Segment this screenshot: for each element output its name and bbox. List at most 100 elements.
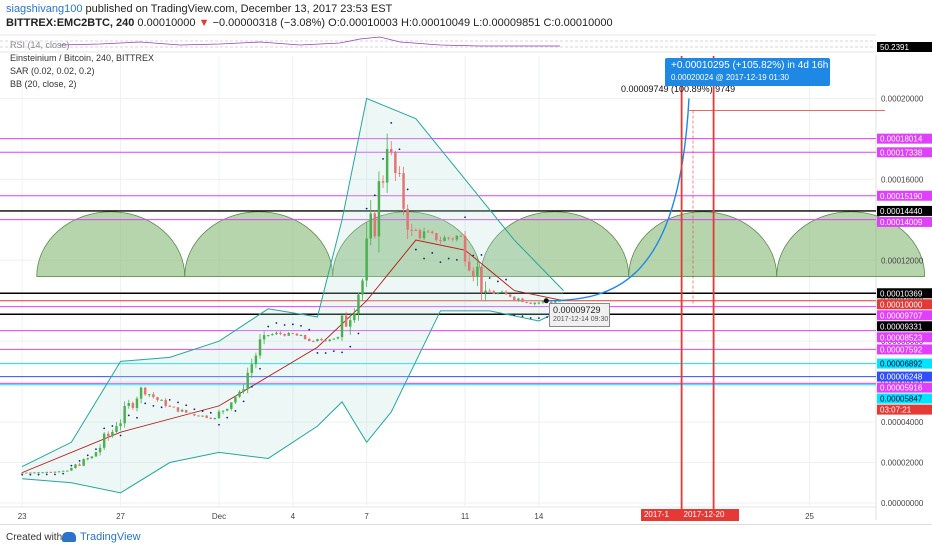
sar-dot — [250, 385, 253, 388]
candle-body — [262, 335, 266, 340]
sar-dot — [447, 257, 450, 260]
candle-body — [455, 235, 459, 240]
candle-body — [398, 172, 401, 174]
level-label: 0.00014009 — [880, 218, 923, 227]
sar-dot — [201, 410, 204, 413]
candle-body — [357, 294, 360, 314]
candle-body — [176, 407, 180, 412]
sar-dot — [21, 473, 24, 476]
candle-body — [283, 334, 286, 336]
sar-dot — [480, 254, 483, 256]
candle-body — [431, 231, 434, 234]
time-tick-label: 25 — [805, 512, 814, 521]
sar-dot — [242, 400, 245, 403]
parabolic-sar — [21, 122, 557, 476]
candle-body — [418, 230, 422, 239]
sar-dot — [168, 398, 171, 401]
resistance-arc — [184, 211, 334, 277]
candle-body — [271, 334, 274, 336]
candle-body — [529, 302, 532, 304]
candle-body — [275, 332, 278, 335]
measure-line1: +0.00010295 (+105.82%) in 4d 16h — [671, 60, 829, 71]
candle-body — [242, 389, 245, 392]
author-link[interactable]: siagshivang100 — [6, 3, 83, 15]
candle-body — [467, 261, 471, 271]
sar-dot — [95, 448, 97, 451]
candle-body — [66, 470, 69, 472]
candle-body — [225, 408, 229, 411]
date-marker-right: 2017-12-20 01:30:00 — [669, 509, 739, 531]
sar-dot — [529, 317, 532, 319]
sar-dot — [488, 277, 491, 279]
measure-line2: 0.00020024 @ 2017-12-19 01:30 — [671, 73, 789, 82]
price-change: −0.00000318 (−3.08%) — [212, 17, 326, 29]
sar-dot — [37, 473, 40, 476]
candle-body — [160, 399, 163, 401]
level-label-box — [877, 358, 932, 369]
candle-body — [303, 335, 307, 339]
candle-body — [287, 333, 290, 336]
candle-body — [513, 296, 516, 301]
price-tick-label: 0.00004000 — [881, 418, 924, 427]
candle-body — [201, 415, 204, 417]
level-label-box — [877, 344, 932, 355]
candle-body — [266, 335, 270, 337]
sar-dot — [406, 188, 409, 191]
candle-body — [554, 301, 557, 303]
candle-body — [414, 229, 418, 231]
candle-body — [61, 470, 65, 472]
sar-dot — [103, 427, 106, 430]
candle-body — [443, 237, 446, 242]
candle-body — [246, 372, 249, 390]
level-label: 0.00010369 — [880, 289, 923, 298]
price-tick-label: 0.00000000 — [881, 499, 924, 508]
sar-dot — [431, 252, 434, 254]
bb-lower — [22, 308, 564, 494]
candle-body — [135, 398, 139, 408]
candle-body — [410, 229, 413, 231]
candle-body — [143, 387, 147, 395]
candle-body — [422, 231, 426, 239]
candle-body — [480, 266, 483, 293]
sar-dot — [464, 216, 466, 219]
bb-basis — [21, 239, 564, 474]
ohlc-values: O:0.00010003 H:0.00010049 L:0.00009851 C… — [328, 17, 613, 29]
candle-body — [508, 294, 512, 297]
candle-body — [279, 332, 282, 335]
level-label: 0.00007592 — [880, 345, 923, 354]
candle-body — [258, 339, 262, 356]
sar-dot — [513, 314, 516, 317]
candle-body — [332, 338, 336, 340]
candle-body — [484, 290, 487, 293]
sar-dot — [111, 425, 114, 427]
level-label-box — [877, 205, 932, 216]
candle-body — [168, 405, 172, 407]
level-label-box — [877, 332, 932, 343]
candle-body — [90, 456, 94, 459]
level-label-box — [877, 310, 932, 321]
candle-body — [402, 173, 405, 209]
candle-body — [164, 399, 167, 406]
price-tick-label: 0.00020000 — [881, 94, 924, 103]
sar-dot — [505, 278, 507, 281]
level-label: 0.00009331 — [880, 322, 923, 331]
sar-dot — [496, 280, 499, 283]
candle-body — [525, 301, 528, 303]
resistance-arc — [776, 211, 926, 277]
level-label-box — [877, 299, 932, 310]
candle-body — [394, 152, 397, 173]
time-tick-label: 23 — [18, 512, 27, 521]
sar-dot — [78, 459, 81, 462]
sar-dot — [316, 352, 319, 354]
symbol-line: BITTREX:EMC2BTC, 240 0.00010000 ▼ −0.000… — [6, 17, 613, 29]
candle-body — [193, 413, 196, 416]
candle-body — [57, 471, 61, 473]
candle-body — [148, 394, 151, 396]
tradingview-brand-link[interactable]: TradingView — [80, 531, 141, 543]
sar-dot — [521, 315, 524, 318]
candle-body — [123, 405, 126, 424]
candle-body — [98, 447, 102, 453]
target-text: 0.00009749 (100.89%) 9749 — [621, 84, 735, 94]
candles — [20, 133, 561, 474]
